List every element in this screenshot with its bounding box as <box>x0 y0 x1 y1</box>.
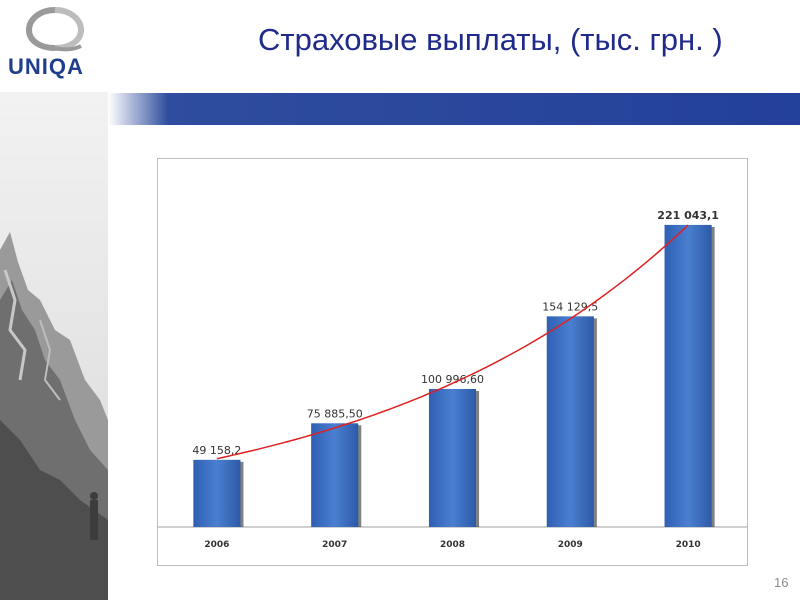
bar <box>193 459 241 527</box>
decorative-mountain-strip <box>0 0 108 600</box>
page-number: 16 <box>774 575 789 590</box>
x-tick-label: 2010 <box>676 540 701 550</box>
trendline <box>216 224 689 460</box>
data-label: 49 158,2 <box>192 444 241 457</box>
data-label: 154 129,5 <box>542 300 598 313</box>
bar <box>546 316 594 527</box>
x-tick-label: 2009 <box>558 540 583 550</box>
mountain-scene-image <box>0 90 108 600</box>
page-title: Страховые выплаты, (тыс. грн. ) <box>258 22 723 57</box>
header-accent-band <box>108 93 800 125</box>
x-tick-label: 2008 <box>440 540 465 550</box>
data-label: 75 885,50 <box>307 407 363 420</box>
bar <box>428 388 477 527</box>
bar <box>664 224 712 527</box>
bar <box>311 423 359 527</box>
logo-text: UNIQA <box>8 54 84 79</box>
uniqa-logo-mark-icon <box>25 7 85 52</box>
uniqa-logo: UNIQA <box>0 0 108 92</box>
data-label: 221 043,1 <box>657 209 719 222</box>
chart-frame: 49 158,2 2006 75 885,50 2007 100 996,60 2008 1… <box>157 158 748 566</box>
x-tick-label: 2007 <box>322 540 347 550</box>
x-tick-label: 2006 <box>204 540 229 550</box>
